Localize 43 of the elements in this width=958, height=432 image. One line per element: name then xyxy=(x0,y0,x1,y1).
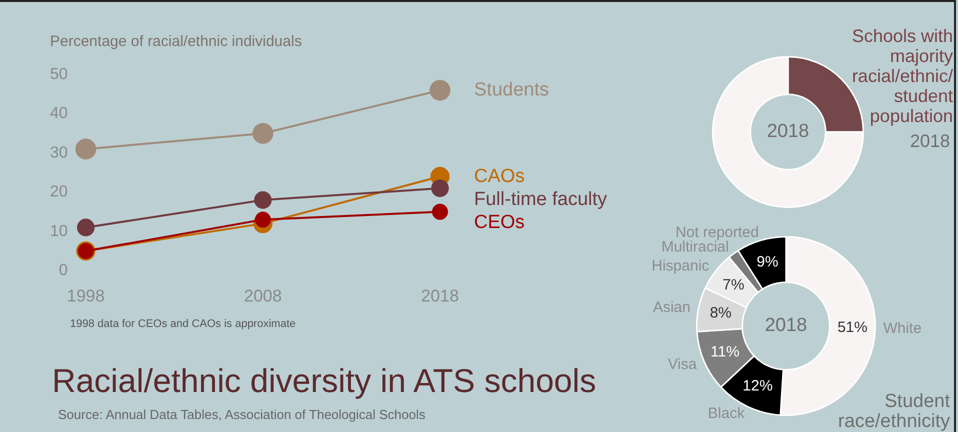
series-label: CEOs xyxy=(474,212,525,233)
text: 1998 data for CEOs and CAOs is approximate xyxy=(70,318,296,330)
point xyxy=(254,191,272,209)
x-tick-label: 2008 xyxy=(244,286,282,306)
y-tick-label: 50 xyxy=(50,66,68,84)
data-label: 11% xyxy=(710,344,740,361)
point xyxy=(252,123,274,144)
slice-label: Black xyxy=(708,405,746,422)
point xyxy=(432,204,448,220)
slice-label: White xyxy=(883,320,922,338)
x-tick-label: 2018 xyxy=(421,286,459,306)
series-label: Full-time faculty xyxy=(474,188,608,210)
point xyxy=(76,218,95,236)
slice-label: Hispanic xyxy=(652,258,710,275)
data-label: 7% xyxy=(722,276,744,294)
data-label: 12% xyxy=(742,377,773,394)
source-note: Source: Annual Data Tables, Association of Theological Schools xyxy=(58,407,426,422)
y-tick-label: 20 xyxy=(50,184,68,201)
y-tick-label: 0 xyxy=(58,262,68,280)
text: 2018 xyxy=(764,315,808,336)
y-axis-title: Percentage of racial/ethnic individuals xyxy=(50,33,302,50)
slice-label: Not reported xyxy=(675,224,759,241)
text: 2018 xyxy=(910,130,950,151)
text: Schools with majority racial/ethnic/ student population xyxy=(850,26,953,126)
point xyxy=(254,212,271,228)
point xyxy=(430,80,450,101)
text: Racial/ethnic diversity in ATS schools xyxy=(52,362,596,400)
y-tick-label: 40 xyxy=(50,105,68,122)
point xyxy=(75,138,96,160)
series-label: CAOs xyxy=(474,166,525,187)
series-label: Students xyxy=(474,80,549,101)
slice-label: Multiracial xyxy=(661,238,729,256)
slice-label: Asian xyxy=(652,298,690,316)
y-tick-label: 10 xyxy=(50,222,68,240)
text: 2018 xyxy=(766,121,810,142)
x-tick-label: 1998 xyxy=(66,286,105,306)
data-label: 8% xyxy=(710,304,732,322)
point xyxy=(431,179,449,198)
data-label: 51% xyxy=(837,319,868,336)
slice-label: Visa xyxy=(668,356,698,373)
data-label: 9% xyxy=(756,253,778,270)
text: Student race/ethnicity xyxy=(837,391,950,432)
y-tick-label: 30 xyxy=(50,144,68,162)
